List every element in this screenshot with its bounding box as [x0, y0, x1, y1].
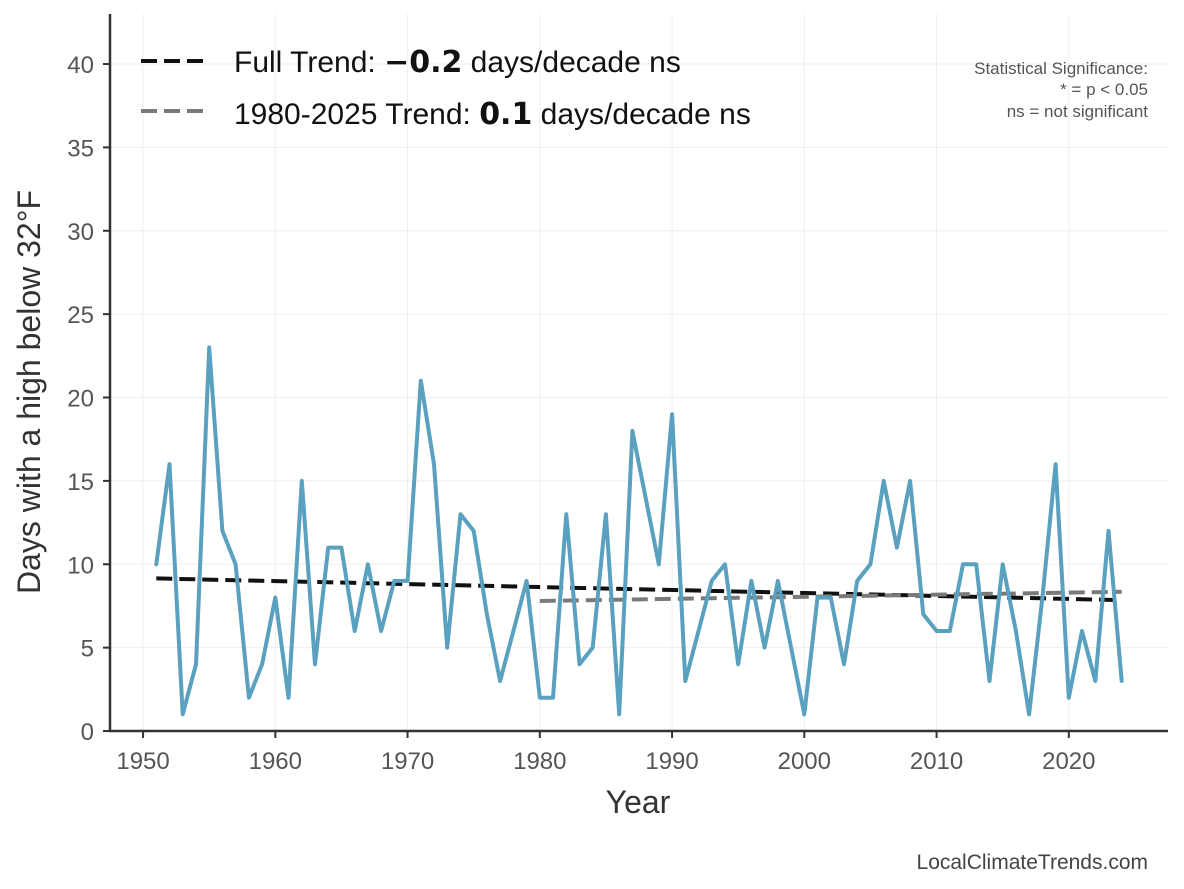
y-tick-label: 5	[81, 636, 94, 663]
grid	[110, 14, 1168, 732]
x-tick-label: 2010	[910, 748, 963, 775]
legend-recent-trend-label: 1980-2025 Trend: 0.1 days/decade ns	[234, 97, 751, 132]
data-series	[154, 345, 1124, 717]
x-tick-label: 1970	[381, 748, 434, 775]
y-tick-label: 0	[81, 719, 94, 746]
y-tick-label: 20	[67, 386, 94, 413]
axes	[103, 14, 1168, 738]
tick-labels: 1950 1960 1970 1980 1990 2000 2010 2020 0 5 10 15 20…	[67, 52, 1095, 775]
significance-p-value: * = p < 0.05	[1060, 80, 1148, 99]
y-axis-title: Days with a high below 32°F	[11, 190, 47, 594]
legend-full-trend-label: Full Trend: −0.2 days/decade ns	[234, 45, 681, 80]
legend-recent-trend-value: 0.1	[479, 97, 532, 132]
x-tick-label: 1980	[513, 748, 566, 775]
x-tick-label: 2000	[778, 748, 831, 775]
legend: Full Trend: −0.2 days/decade ns 1980-202…	[141, 45, 751, 132]
site-credit: LocalClimateTrends.com	[917, 851, 1148, 874]
y-tick-label: 30	[67, 219, 94, 246]
y-tick-label: 10	[67, 552, 94, 579]
y-tick-label: 40	[67, 52, 94, 79]
x-tick-label: 1950	[116, 748, 169, 775]
legend-full-trend-value: −0.2	[384, 45, 462, 80]
x-tick-label: 1960	[249, 748, 302, 775]
x-tick-label: 1990	[645, 748, 698, 775]
x-axis-title: Year	[606, 784, 671, 820]
series-line	[154, 345, 1124, 717]
significance-note: Statistical Significance: * = p < 0.05 n…	[974, 59, 1148, 121]
x-tick-label: 2020	[1042, 748, 1095, 775]
significance-title: Statistical Significance:	[974, 59, 1148, 78]
significance-ns: ns = not significant	[1007, 102, 1149, 121]
y-tick-label: 35	[67, 135, 94, 162]
y-tick-label: 15	[67, 469, 94, 496]
y-tick-label: 25	[67, 302, 94, 329]
